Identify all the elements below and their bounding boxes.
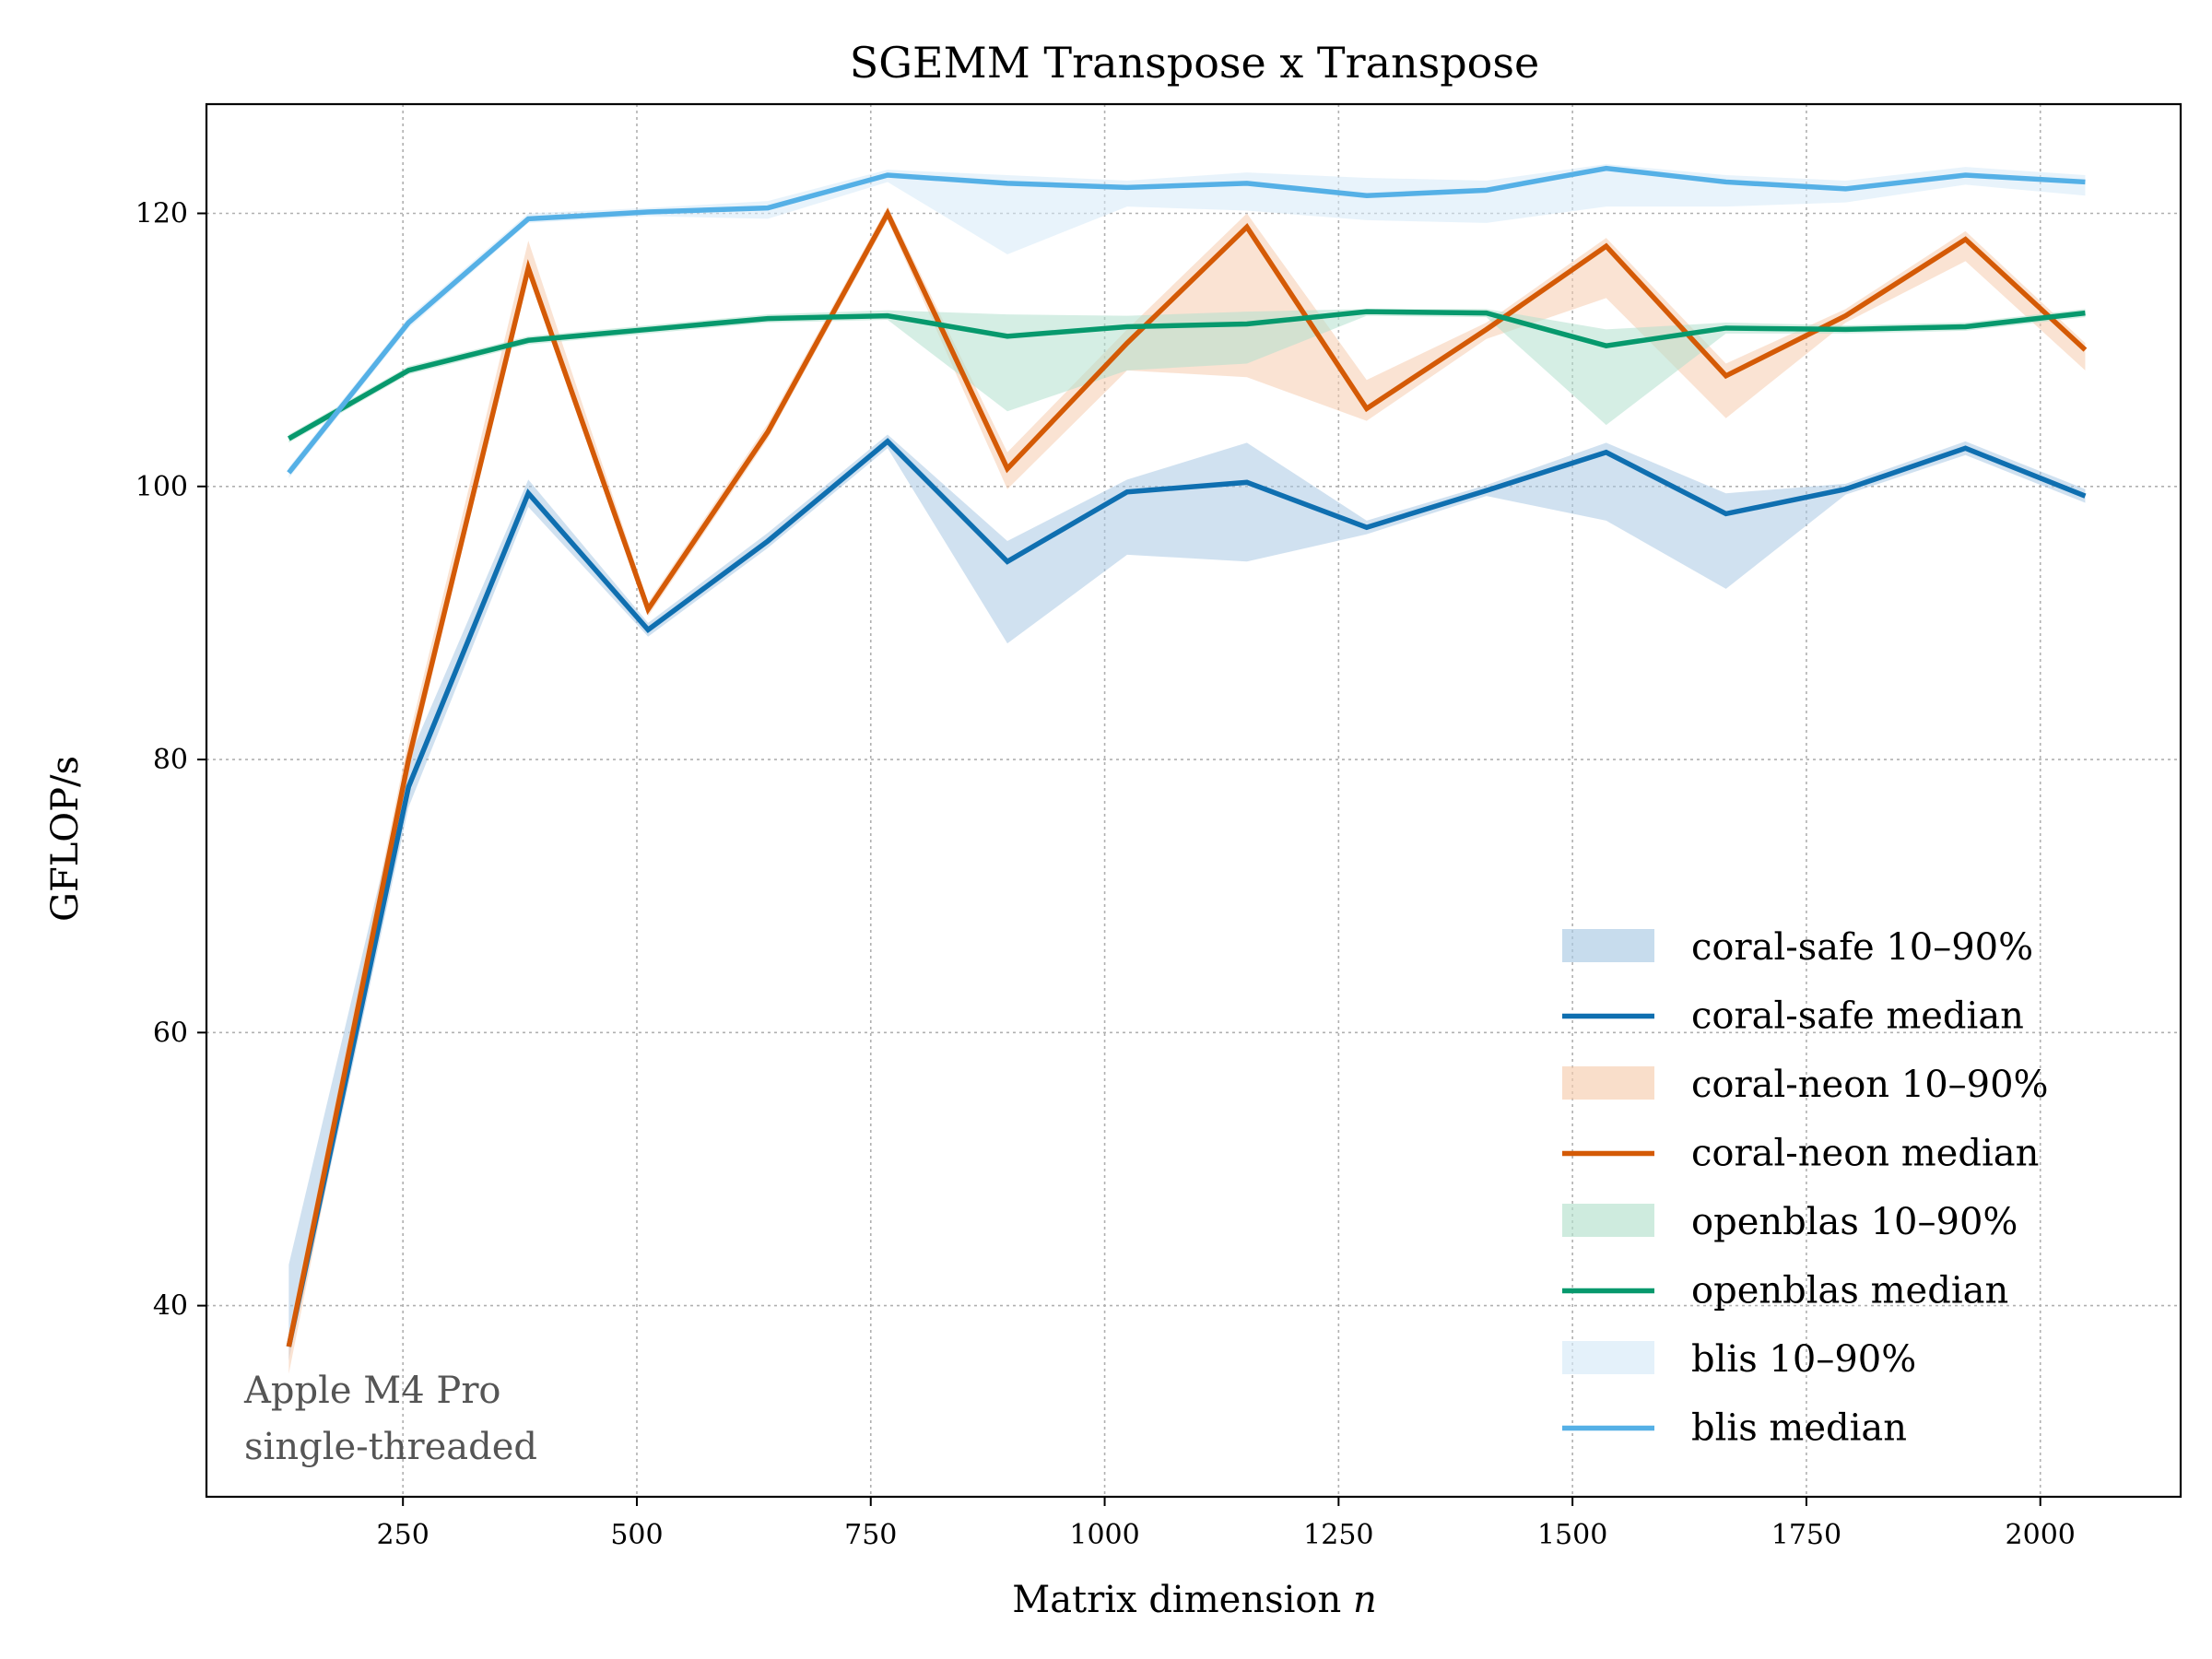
y-tick-label: 120 — [135, 198, 188, 230]
axis-ticks: 250 500 750 1000 1250 1500 1750 2000 40 60 80 100 12… — [135, 198, 2076, 1551]
x-tick-label: 1250 — [1303, 1519, 1373, 1551]
legend-label-line: coral-safe median — [1691, 995, 2024, 1038]
legend-swatch-band — [1562, 1341, 1654, 1374]
y-tick-label: 100 — [135, 471, 188, 503]
x-tick-label: 250 — [377, 1519, 429, 1551]
legend-label-band: coral-safe 10–90% — [1691, 926, 2033, 969]
x-axis-label-variable: n — [1353, 1579, 1377, 1621]
median-line-coral-neon — [286, 207, 2088, 1347]
plot-frame — [205, 102, 2183, 1499]
annotation-line-2: single-threaded — [244, 1426, 537, 1468]
annotation-line-1: Apple M4 Pro — [243, 1370, 501, 1412]
x-axis-label: Matrix dimension n — [1012, 1579, 1376, 1621]
x-axis-label-text: Matrix dimension — [1012, 1579, 1341, 1621]
legend-label-band: openblas 10–90% — [1691, 1201, 2018, 1243]
x-tick-label: 1500 — [1537, 1519, 1607, 1551]
x-tick-label: 2000 — [2006, 1519, 2076, 1551]
legend-label-band: blis 10–90% — [1691, 1338, 1916, 1381]
chart-title: SGEMM Transpose x Transpose — [850, 38, 1539, 88]
y-axis-label: GFLOP/s — [44, 756, 87, 922]
legend-label-line: coral-neon median — [1691, 1133, 2039, 1175]
legend: coral-safe 10–90% coral-safe median coral-… — [1562, 926, 2049, 1450]
legend-swatch-band — [1562, 1204, 1654, 1237]
y-tick-label: 80 — [153, 744, 188, 776]
x-tick-label: 500 — [610, 1519, 663, 1551]
legend-swatch-band — [1562, 1066, 1654, 1100]
legend-label-line: openblas median — [1691, 1270, 2008, 1312]
median-line-openblas — [287, 309, 2086, 441]
x-tick-label: 1000 — [1069, 1519, 1139, 1551]
x-tick-label: 750 — [844, 1519, 897, 1551]
y-tick-label: 60 — [153, 1017, 188, 1049]
median-line-blis — [287, 165, 2086, 475]
legend-label-line: blis median — [1691, 1407, 1907, 1450]
y-tick-label: 40 — [153, 1290, 188, 1323]
median-line-coral-safe — [286, 438, 2087, 1347]
x-tick-label: 1750 — [1771, 1519, 1841, 1551]
median-lines — [286, 165, 2088, 1347]
legend-swatch-band — [1562, 929, 1654, 962]
legend-label-band: coral-neon 10–90% — [1691, 1064, 2049, 1106]
